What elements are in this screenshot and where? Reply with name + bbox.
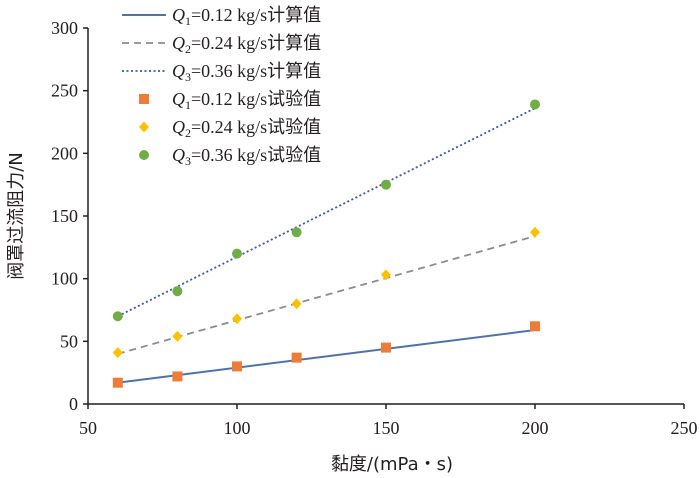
y-tick-label: 100 — [51, 269, 78, 289]
y-axis-title: 阀罩过流阻力/N — [6, 152, 27, 280]
series-5 — [112, 226, 540, 359]
legend: Q1=0.12 kg/s计算值 Q2=0.24 kg/s计算值 Q3=0.36 kg… — [122, 5, 321, 168]
y-tick-label: 150 — [51, 206, 78, 226]
data-point — [112, 311, 123, 322]
legend-item: Q2=0.24 kg/s计算值 — [122, 33, 321, 56]
series-3 — [117, 107, 536, 318]
data-point — [232, 361, 242, 372]
data-point — [291, 298, 302, 310]
x-tick-label: 50 — [79, 418, 97, 438]
data-point — [530, 321, 540, 332]
data-point — [530, 226, 540, 238]
x-tick-label: 100 — [224, 418, 251, 438]
y-tick-label: 300 — [51, 18, 78, 38]
series-6 — [112, 99, 540, 322]
y-tick-label: 0 — [69, 394, 78, 414]
data-point — [291, 352, 302, 363]
series-2 — [117, 235, 536, 355]
legend-label: Q3=0.36 kg/s试验值 — [172, 145, 321, 168]
data-point — [172, 371, 183, 382]
x-tick-label: 150 — [373, 418, 400, 438]
x-axis-title: 黏度/(mPa・s) — [331, 454, 453, 475]
series-4 — [112, 321, 540, 388]
y-tick-label: 250 — [51, 81, 78, 101]
y-tick-label: 200 — [51, 143, 78, 163]
series-line — [117, 329, 536, 384]
series-line — [117, 235, 536, 355]
data-point — [112, 377, 123, 388]
x-tick-label: 250 — [671, 418, 698, 438]
y-tick-label: 50 — [60, 331, 78, 351]
legend-item: Q1=0.12 kg/s试验值 — [139, 89, 321, 112]
legend-marker-swatch — [139, 94, 149, 104]
legend-label: Q1=0.12 kg/s试验值 — [172, 89, 321, 112]
legend-marker-swatch — [139, 150, 149, 160]
legend-marker-swatch — [139, 121, 149, 133]
series-line — [117, 107, 536, 318]
data-point — [530, 99, 540, 110]
legend-item: Q3=0.36 kg/s试验值 — [139, 145, 321, 168]
x-tick-label: 200 — [522, 418, 549, 438]
legend-label: Q1=0.12 kg/s计算值 — [172, 5, 321, 28]
series-layer — [112, 99, 540, 388]
data-point — [381, 269, 391, 281]
data-point — [232, 248, 242, 259]
legend-label: Q2=0.24 kg/s试验值 — [172, 117, 321, 140]
series-1 — [117, 329, 536, 384]
data-point — [172, 330, 183, 342]
data-point — [381, 342, 391, 353]
data-point — [172, 286, 183, 297]
legend-item: Q1=0.12 kg/s计算值 — [122, 5, 321, 28]
data-point — [232, 313, 242, 325]
data-point — [291, 227, 302, 238]
legend-label: Q2=0.24 kg/s计算值 — [172, 33, 321, 56]
legend-item: Q3=0.36 kg/s计算值 — [122, 61, 321, 84]
data-point — [112, 347, 123, 359]
legend-label: Q3=0.36 kg/s计算值 — [172, 61, 321, 84]
data-point — [381, 179, 391, 190]
legend-item: Q2=0.24 kg/s试验值 — [139, 117, 321, 140]
